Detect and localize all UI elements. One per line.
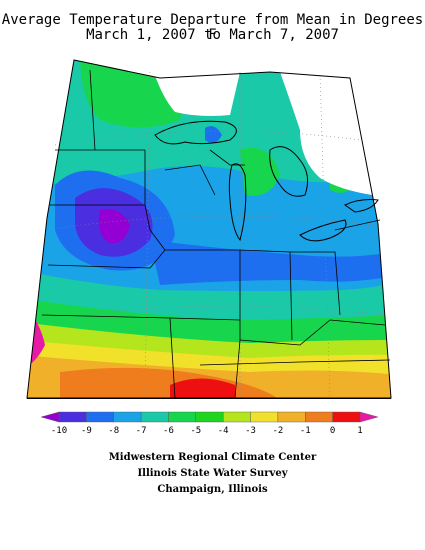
legend-tick-label: -5 bbox=[190, 426, 201, 436]
legend-swatch bbox=[195, 411, 224, 423]
graticule bbox=[34, 71, 386, 399]
legend-swatch bbox=[359, 411, 379, 423]
great-lakes bbox=[154, 120, 379, 242]
credit-line-1: Midwestern Regional Climate Center bbox=[108, 452, 317, 463]
legend-tick-label: -6 bbox=[163, 426, 174, 436]
legend-swatch bbox=[86, 411, 114, 423]
legend-tick-label: 1 bbox=[357, 426, 362, 436]
legend-swatch bbox=[113, 411, 142, 423]
legend-tick-label: -9 bbox=[81, 426, 92, 436]
map-subtitle: March 1, 2007 to March 7, 2007 bbox=[86, 27, 339, 43]
legend-swatch bbox=[40, 411, 60, 423]
legend-tick-label: 0 bbox=[330, 426, 335, 436]
legend-swatch bbox=[305, 411, 333, 423]
temperature-field bbox=[27, 60, 391, 398]
legend-swatch bbox=[250, 411, 279, 423]
legend-swatch bbox=[58, 411, 87, 423]
legend-tick-label: -2 bbox=[272, 426, 283, 436]
legend-tick-label: -8 bbox=[108, 426, 119, 436]
legend-swatch bbox=[222, 411, 251, 423]
legend-swatch bbox=[140, 411, 169, 423]
map-frame bbox=[26, 59, 392, 399]
legend-tick-label: -3 bbox=[245, 426, 256, 436]
legend-tick-label: -1 bbox=[300, 426, 311, 436]
legend-swatch bbox=[277, 411, 306, 423]
credit-line-2: Illinois State Water Survey bbox=[137, 468, 288, 479]
legend-tick-label: -7 bbox=[136, 426, 147, 436]
legend-tick-label: -4 bbox=[218, 426, 229, 436]
legend-swatch bbox=[332, 411, 361, 423]
legend-swatch bbox=[168, 411, 197, 423]
map-title: Average Temperature Departure from Mean … bbox=[1, 12, 424, 43]
credit-line-3: Champaign, Illinois bbox=[157, 484, 268, 495]
legend-tick-label: -10 bbox=[51, 426, 67, 436]
state-borders bbox=[41, 69, 391, 399]
